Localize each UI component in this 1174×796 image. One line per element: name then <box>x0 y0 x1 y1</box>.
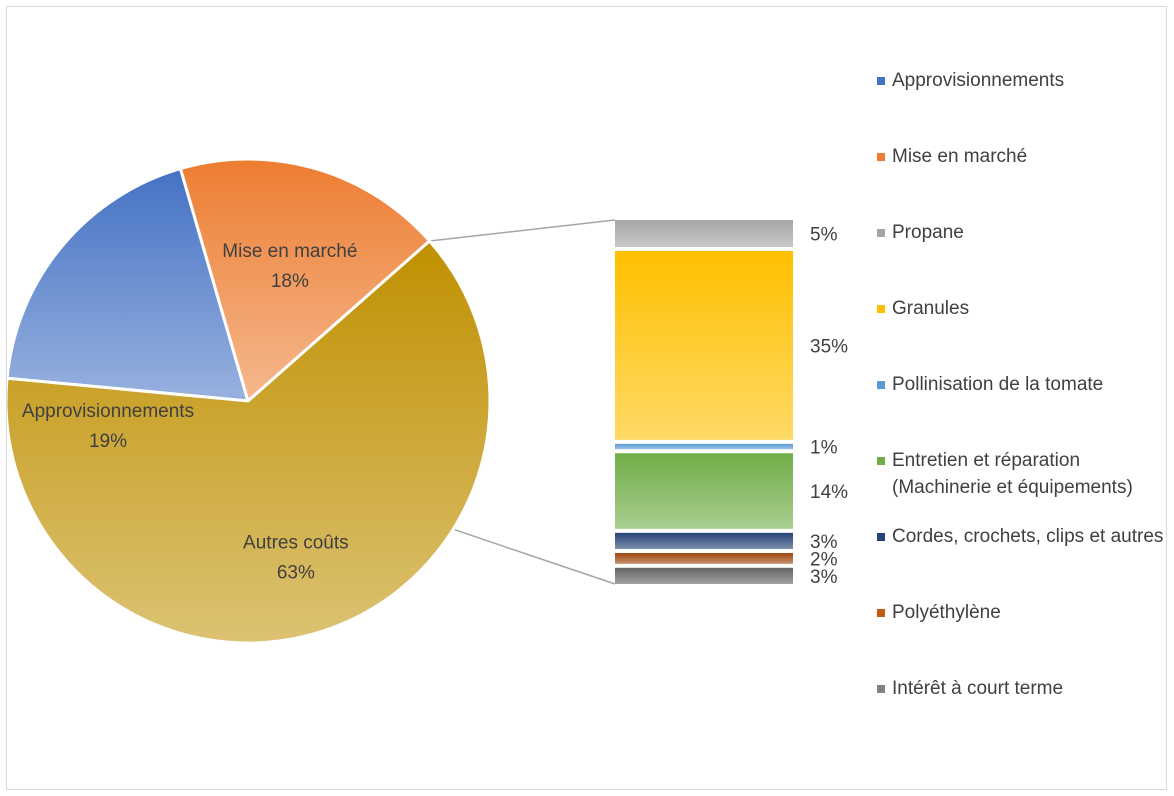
bar-segment-cordes-crochets-clips-et-autres <box>615 532 793 550</box>
legend-swatch <box>877 609 885 617</box>
bar-segment-polyethylene <box>615 553 793 564</box>
bar-segment-propane <box>615 220 793 247</box>
chart-area: Approvisionnements 19% Mise en marché 18% Au… <box>6 6 1167 790</box>
legend-swatch <box>877 77 885 85</box>
legend-swatch <box>877 153 885 161</box>
legend-swatch <box>877 457 885 465</box>
legend-label: Approvisionnements <box>892 70 1065 91</box>
legend-swatch <box>877 381 885 389</box>
pie-value-approvisionnements: 19% <box>89 431 127 452</box>
bar-value-granules: 35% <box>810 336 848 357</box>
bar-segment-pollinisation-de-la-tomate <box>615 443 793 450</box>
bar-value-interet-a-court-terme: 3% <box>810 567 838 588</box>
bar-segment-interet-a-court-terme <box>615 567 793 584</box>
pie-value-mise-en-marche: 18% <box>271 271 309 292</box>
pie-labels: Approvisionnements 19% Mise en marché 18% Au… <box>22 241 358 583</box>
chart-canvas: Approvisionnements 19% Mise en marché 18% Au… <box>7 157 848 645</box>
legend-label: Pollinisation de la tomate <box>892 374 1104 395</box>
legend-label: Granules <box>892 298 970 319</box>
connector-line-top <box>429 219 616 242</box>
pie-chart <box>7 157 492 645</box>
bar-value-entretien-et-reparation-machinerie-et-equipements: 14% <box>810 482 848 503</box>
bar-value-propane: 5% <box>810 224 838 245</box>
legend-swatch <box>877 533 885 541</box>
bar-value-cordes-crochets-clips-et-autres: 3% <box>810 532 838 553</box>
stacked-bar <box>615 220 793 584</box>
bar-value-polyethylene: 2% <box>810 549 838 570</box>
legend-swatch <box>877 229 885 237</box>
legend-label: Intérêt à court terme <box>892 678 1064 699</box>
pie-label-autres-couts: Autres coûts <box>243 532 349 553</box>
legend-swatch <box>877 305 885 313</box>
bar-segment-entretien-et-reparation-machinerie-et-equipements <box>615 453 793 529</box>
pie-slice-mise-en-marche <box>178 157 432 404</box>
pie-slice-approvisionnements <box>7 166 251 403</box>
bar-labels: 5% 35% 1% 14% 3%2%3% <box>810 224 848 587</box>
bar-value-pollinisation-de-la-tomate: 1% <box>810 438 838 459</box>
pie-label-approvisionnements: Approvisionnements <box>22 401 194 422</box>
pie-label-mise-en-marche: Mise en marché <box>222 241 357 262</box>
pie-value-autres-couts: 63% <box>277 562 315 583</box>
legend-label: Polyéthylène <box>892 602 1001 623</box>
legend-label: Cordes, crochets, clips et autres <box>892 526 1164 547</box>
bar-segment-granules <box>615 250 793 440</box>
legend-swatch <box>877 685 885 693</box>
legend-label: Entretien et réparation (Machinerie et é… <box>892 450 1133 498</box>
legend-label: Propane <box>892 222 964 243</box>
legend-label: Mise en marché <box>892 146 1028 167</box>
pie-slice-autres-couts <box>7 238 492 645</box>
